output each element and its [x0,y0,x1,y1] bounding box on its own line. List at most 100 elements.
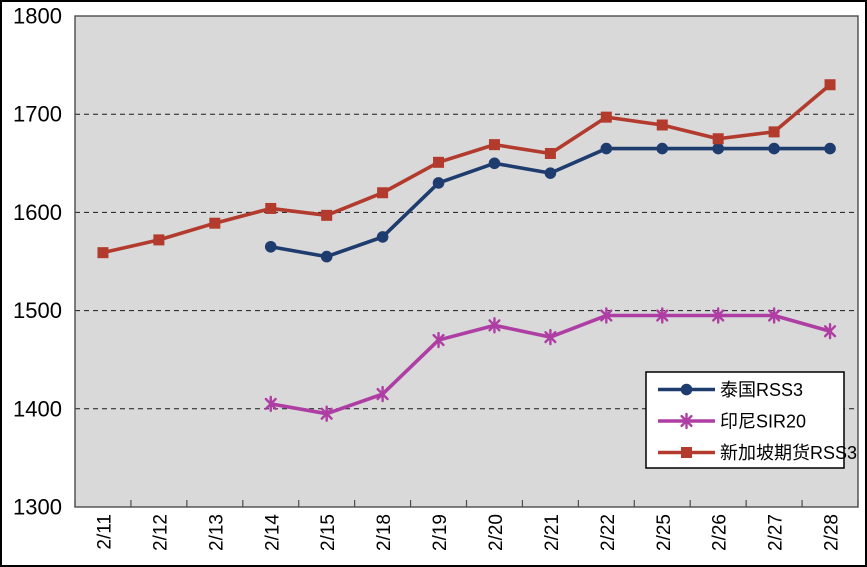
circle-marker [600,142,613,155]
star-marker [376,385,389,403]
star-marker [544,328,557,346]
circle-marker [768,142,780,155]
x-axis-label-6: 2/19 [430,514,451,551]
square-marker [488,139,500,151]
legend: 泰国RSS3 印尼SIR20 新加坡期货RSS3 [645,371,857,469]
square-marker [824,79,836,91]
circle-marker [656,142,669,155]
star-marker [768,307,781,324]
y-axis-label-1600: 1600 [13,200,62,225]
data-point-indonesia-sir20-9 [600,307,613,324]
data-point-thailand-rss3-3 [264,240,277,253]
circle-marker [544,167,557,179]
data-point-thailand-rss3-13 [824,142,836,155]
x-axis-label-0: 2/11 [94,514,115,550]
x-axis-label-5: 2/18 [374,514,395,551]
square-marker [209,217,221,229]
square-marker [321,209,333,221]
data-point-thailand-rss3-5 [376,231,389,243]
y-axis-label-1500: 1500 [13,298,62,323]
x-axis-label-9: 2/22 [598,514,619,551]
data-point-indonesia-sir20-6 [432,331,445,349]
data-point-singapore-futures-rss3-3 [265,202,277,214]
square-marker [681,447,692,458]
star-marker [656,307,669,324]
data-point-thailand-rss3-8 [544,167,557,179]
data-point-singapore-futures-rss3-10 [656,119,668,131]
square-marker [712,133,724,145]
data-point-indonesia-sir20-11 [712,307,725,324]
data-point-singapore-futures-rss3-6 [433,156,445,168]
data-point-indonesia-sir20-13 [823,323,837,340]
x-axis-label-2: 2/13 [206,514,227,551]
x-axis-label-13: 2/28 [822,514,843,551]
circle-marker [824,142,836,155]
series-singapore-futures-rss3 [97,79,836,259]
x-axis-label-4: 2/15 [318,514,339,551]
square-marker [433,156,445,168]
data-point-singapore-futures-rss3-12 [768,126,780,138]
star-marker [823,323,837,340]
data-point-thailand-rss3-7 [488,157,501,170]
circle-marker [680,383,693,396]
circle-marker [712,142,724,155]
data-point-singapore-futures-rss3-9 [600,111,612,123]
legend-item-thailand-rss3: 泰国RSS3 [658,380,803,400]
data-point-indonesia-sir20-4 [320,405,333,422]
data-point-thailand-rss3-10 [656,142,669,155]
data-point-thailand-rss3-9 [600,142,613,155]
x-axis-label-8: 2/21 [542,514,563,551]
square-marker [768,126,780,138]
circle-marker [432,177,445,189]
data-point-singapore-futures-rss3-5 [377,187,389,199]
legend-marker-indonesia-sir20 [680,412,693,430]
legend-label-thailand-rss3: 泰国RSS3 [720,380,803,400]
data-point-thailand-rss3-6 [432,177,445,189]
data-point-singapore-futures-rss3-13 [824,79,836,91]
square-marker [97,247,109,259]
square-marker [377,187,389,199]
data-point-thailand-rss3-4 [320,250,333,263]
circle-marker [264,240,277,253]
square-marker [153,234,165,246]
square-marker [265,202,277,214]
star-marker [432,331,445,349]
square-marker [656,119,668,131]
data-point-singapore-futures-rss3-2 [209,217,221,229]
series-line-singapore-futures-rss3 [101,82,832,255]
circle-marker [376,231,389,243]
star-marker [488,317,501,334]
data-point-singapore-futures-rss3-8 [544,147,556,159]
series-thailand-rss3 [264,142,836,263]
legend-marker-singapore-futures-rss3 [681,447,692,458]
x-axis-label-12: 2/27 [766,514,787,551]
data-point-indonesia-sir20-8 [544,328,557,346]
square-marker [544,147,556,159]
data-point-thailand-rss3-12 [768,142,780,155]
series-indonesia-sir20 [264,307,837,422]
legend-label-indonesia-sir20: 印尼SIR20 [720,412,806,432]
x-axis-label-3: 2/14 [262,514,283,551]
data-point-indonesia-sir20-7 [488,317,501,334]
legend-item-indonesia-sir20: 印尼SIR20 [658,412,806,432]
x-axis-label-1: 2/12 [150,514,171,551]
circle-marker [488,157,501,170]
legend-label-singapore-futures-rss3: 新加坡期货RSS3 [720,443,857,463]
data-point-indonesia-sir20-12 [768,307,781,324]
y-axis-label-1300: 1300 [13,495,62,520]
star-marker [712,307,725,324]
x-axis-label-11: 2/26 [710,514,731,551]
star-marker [600,307,613,324]
data-point-thailand-rss3-11 [712,142,724,155]
legend-item-singapore-futures-rss3: 新加坡期货RSS3 [658,443,857,463]
data-point-indonesia-sir20-3 [264,395,277,413]
data-point-indonesia-sir20-5 [376,385,389,403]
star-marker [320,405,333,422]
x-axis-label-7: 2/20 [486,514,507,551]
data-point-singapore-futures-rss3-7 [488,139,500,151]
data-point-singapore-futures-rss3-11 [712,133,724,145]
circle-marker [320,250,333,263]
data-point-indonesia-sir20-10 [656,307,669,324]
